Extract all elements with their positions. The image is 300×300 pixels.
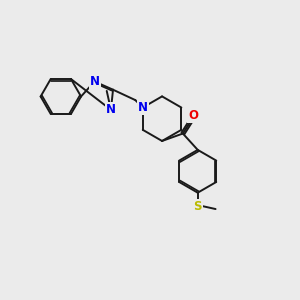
Text: N: N (90, 75, 100, 88)
Text: S: S (194, 200, 202, 213)
Text: N: N (138, 101, 148, 114)
Text: O: O (188, 109, 198, 122)
Text: N: N (106, 103, 116, 116)
